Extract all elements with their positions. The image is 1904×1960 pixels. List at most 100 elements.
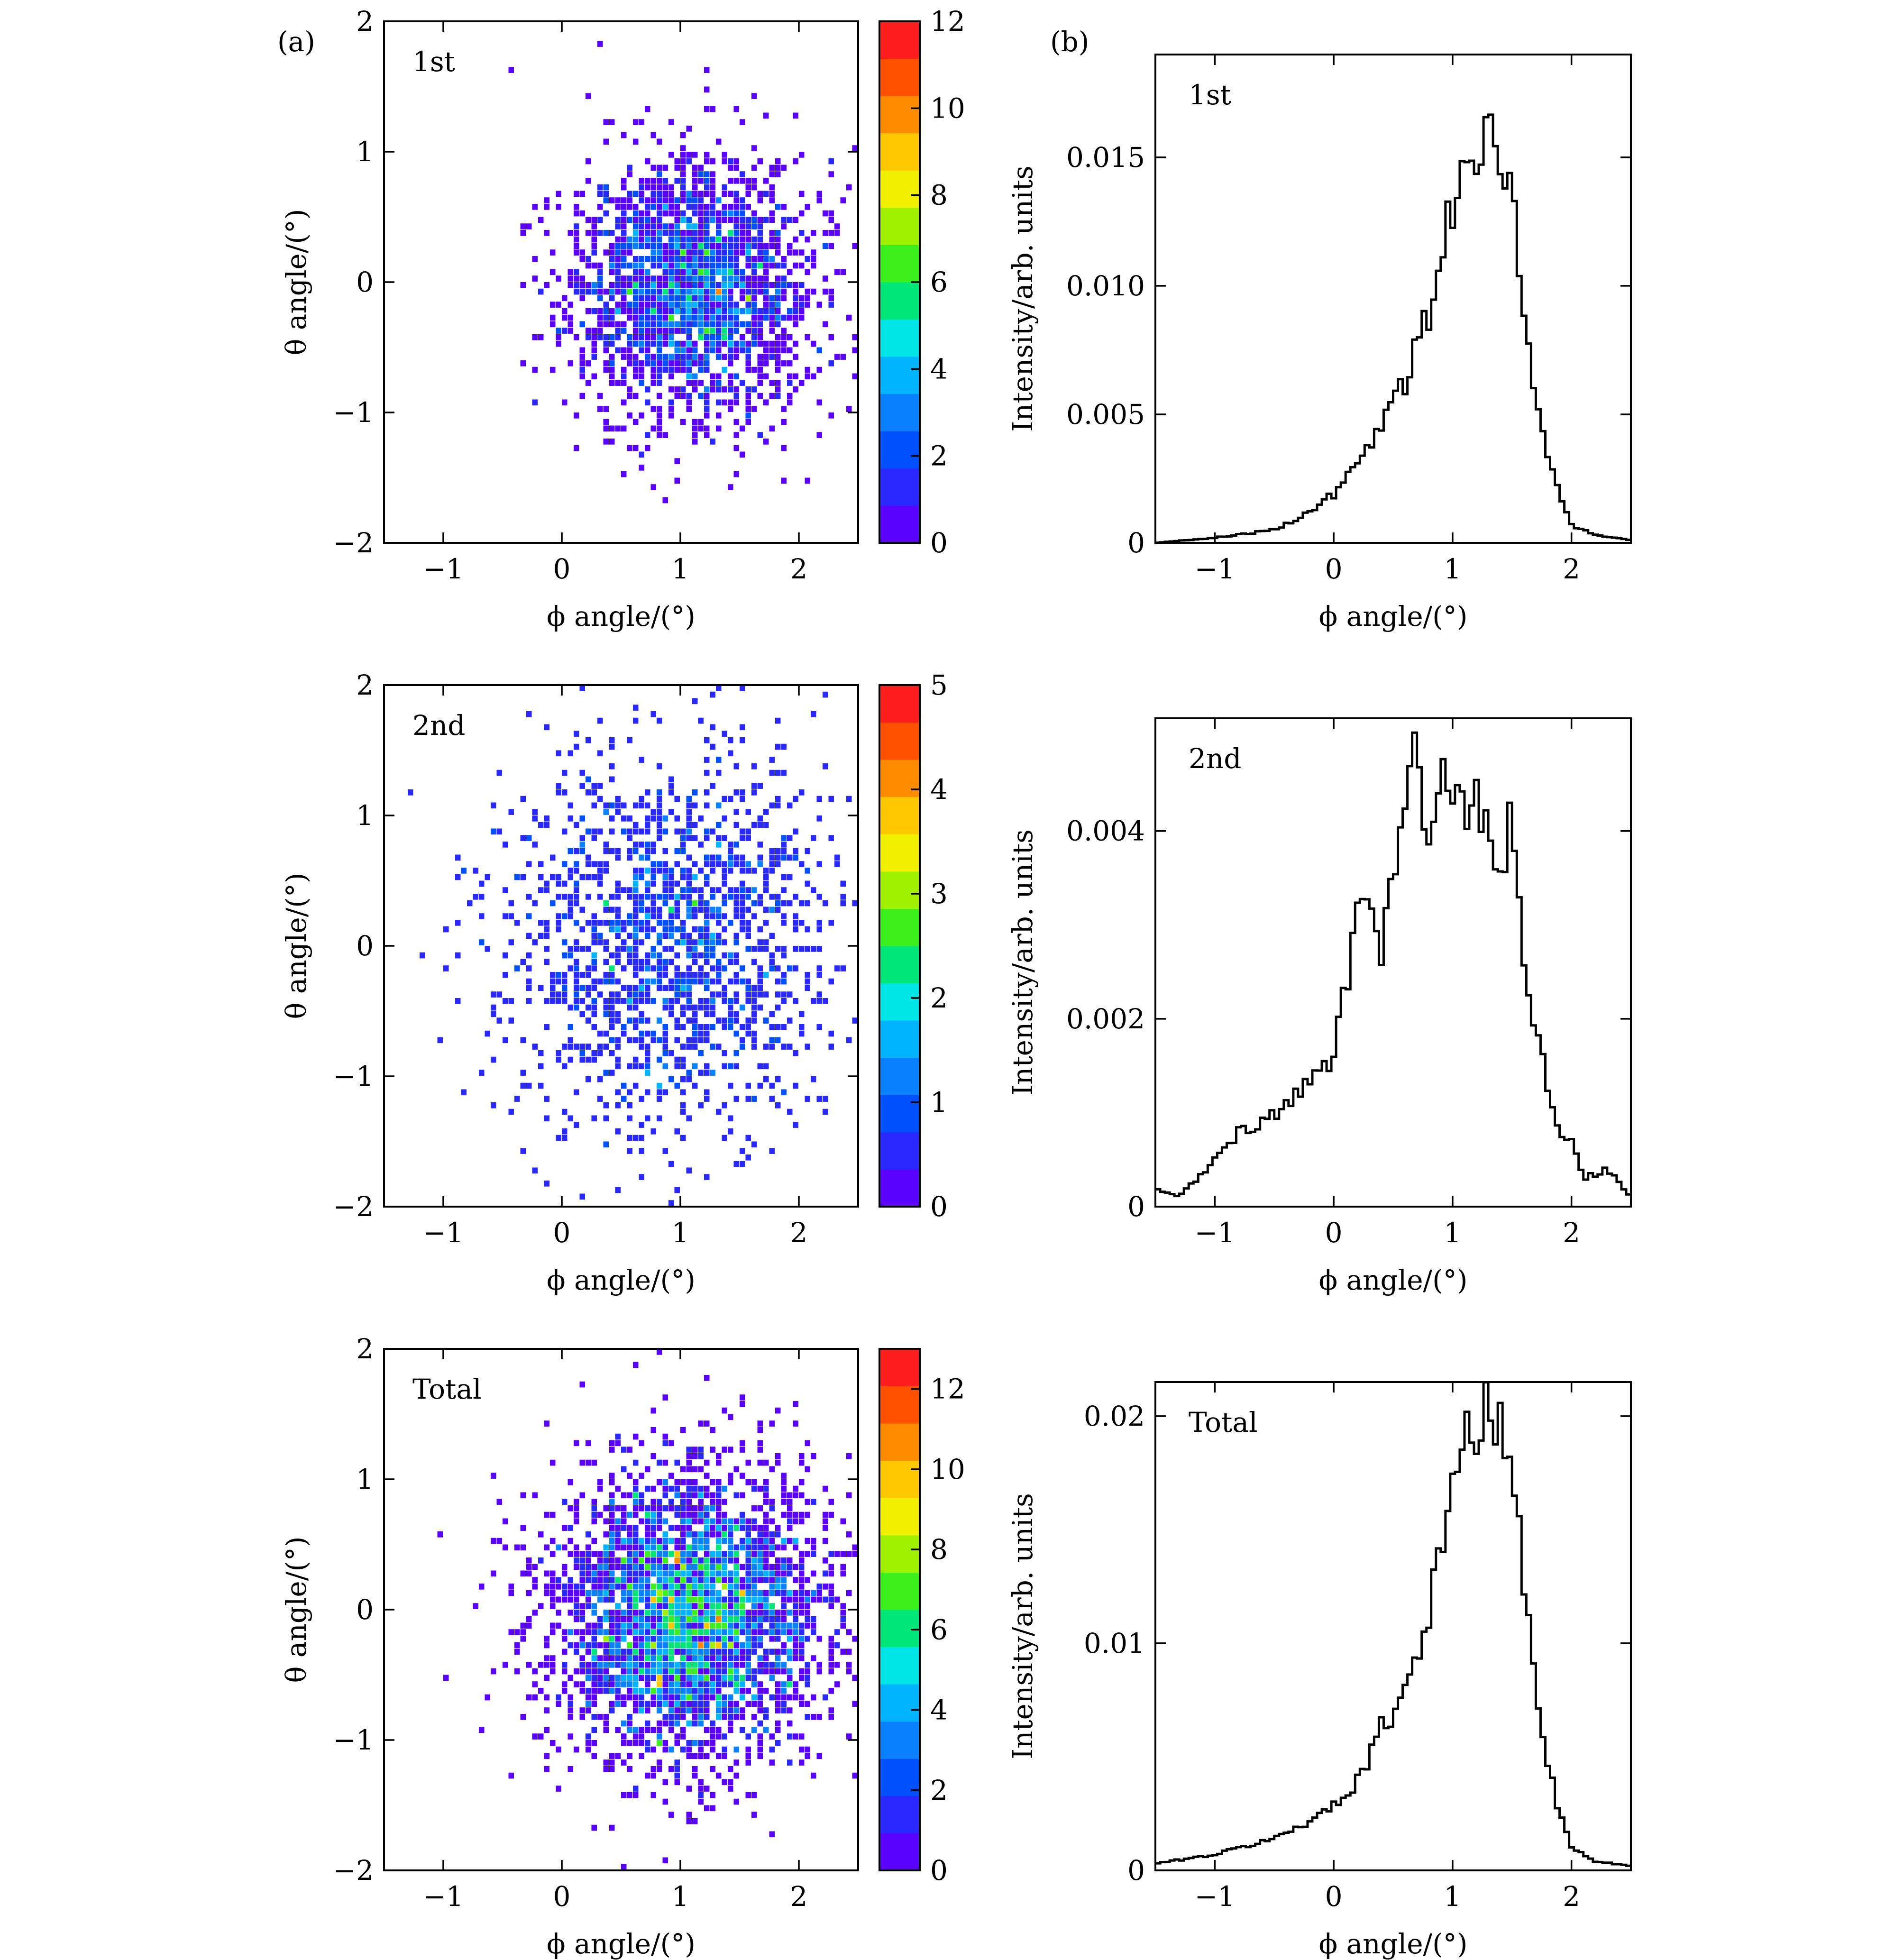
heatmap-cell (733, 340, 739, 347)
heatmap-cell (823, 288, 828, 295)
heatmap-cell (556, 275, 561, 282)
heatmap-cell (562, 1688, 568, 1694)
heatmap-cell (775, 991, 781, 998)
heatmap-cell (757, 393, 763, 399)
heatmap-cell (591, 1511, 597, 1518)
heatmap-cell (733, 939, 739, 945)
heatmap-cell (650, 1766, 656, 1772)
heatmap-cell (769, 1831, 775, 1838)
heatmap-cell (603, 809, 609, 815)
heatmap-cell (811, 288, 816, 295)
heatmap-cell (793, 282, 798, 288)
heatmap-cell (745, 191, 751, 197)
heatmap-cell (674, 275, 680, 282)
heatmap-cell (609, 1590, 615, 1596)
heatmap-cell (603, 1596, 609, 1603)
heatmap-cell (799, 920, 805, 926)
y-tick-label: 0.01 (1084, 1627, 1145, 1659)
heatmap-cell (633, 1557, 639, 1564)
heatmap-cell (722, 913, 727, 919)
heatmap-cell (680, 926, 686, 933)
heatmap-cell (579, 282, 585, 288)
heatmap-cell (627, 1642, 632, 1649)
heatmap-cell (704, 1655, 710, 1661)
heatmap-cell (603, 848, 609, 854)
heatmap-cell (633, 822, 639, 828)
heatmap-cell (769, 1629, 775, 1635)
heatmap-cell (716, 757, 722, 763)
heatmap-cell (781, 1499, 787, 1505)
x-tick-label: 2 (1563, 553, 1580, 585)
heatmap-cell (633, 230, 639, 236)
colorbar-segment (879, 1572, 920, 1610)
heatmap-cell (591, 1740, 597, 1746)
heatmap-cell (704, 1688, 710, 1694)
heatmap-cell (763, 1662, 769, 1668)
heatmap-cell (639, 236, 644, 243)
heatmap-cell (579, 1668, 585, 1675)
heatmap-cell (704, 321, 710, 328)
heatmap-cell (591, 1824, 597, 1831)
heatmap-cell (633, 848, 639, 854)
heatmap-cell (692, 861, 698, 867)
heatmap-cell (704, 354, 710, 360)
heatmap-cell (674, 1551, 680, 1557)
heatmap-cell (674, 1063, 680, 1070)
heatmap-cell (621, 1864, 627, 1870)
heatmap-cell (769, 1616, 775, 1622)
heatmap-cell (692, 946, 698, 952)
heatmap-cell (769, 802, 775, 809)
heatmap-cell (609, 926, 615, 933)
heatmap-cell (733, 1011, 739, 1017)
heatmap-cell (562, 295, 568, 302)
heatmap-cell (763, 868, 769, 874)
heatmap-cell (609, 1557, 615, 1564)
heatmap-cell (674, 230, 680, 236)
heatmap-cell (775, 848, 781, 854)
heatmap-cell (586, 230, 591, 236)
heatmap-cell (799, 1603, 805, 1609)
heatmap-cell (621, 1694, 627, 1701)
heatmap-cell (704, 334, 710, 340)
heatmap-cell (645, 1720, 650, 1727)
heatmap-cell (615, 1485, 621, 1492)
heatmap-cell (674, 1187, 680, 1193)
heatmap-cell (740, 854, 745, 861)
heatmap-cell (852, 1551, 858, 1557)
heatmap-cell (609, 1440, 615, 1447)
heatmap-cell (716, 425, 722, 432)
heatmap-cell (662, 1492, 668, 1499)
heatmap-cell (615, 1584, 621, 1590)
heatmap-cell (532, 900, 538, 907)
heatmap-cell (544, 1181, 549, 1187)
heatmap-cell (662, 1063, 668, 1070)
heatmap-cell (674, 178, 680, 184)
heatmap-cell (793, 998, 798, 1004)
heatmap-cell (775, 1525, 781, 1531)
heatmap-cell (639, 1636, 644, 1642)
heatmap-cell (645, 386, 650, 393)
heatmap-cell (674, 861, 680, 867)
heatmap-cell (650, 965, 656, 971)
heatmap-cell (763, 887, 769, 893)
heatmap-cell (823, 1584, 828, 1590)
heatmap-cell (816, 366, 822, 373)
heatmap-cell (686, 1525, 692, 1531)
heatmap-cell (668, 1707, 674, 1713)
heatmap-cell (621, 1511, 627, 1518)
heatmap-cell (698, 1004, 704, 1011)
heatmap-cell (615, 204, 621, 210)
heatmap-cell (520, 835, 526, 841)
heatmap-cell (722, 158, 727, 165)
heatmap-cell (799, 1590, 805, 1596)
heatmap-cell (787, 1720, 793, 1727)
heatmap-cell (657, 288, 662, 295)
heatmap-cell (645, 854, 650, 861)
heatmap-cell (781, 1564, 787, 1570)
heatmap-cell (686, 393, 692, 399)
heatmap-cell (781, 419, 787, 425)
heatmap-cell (657, 815, 662, 822)
heatmap-cell (740, 1622, 745, 1629)
heatmap-cell (716, 1662, 722, 1668)
heatmap-cell (621, 1492, 627, 1499)
